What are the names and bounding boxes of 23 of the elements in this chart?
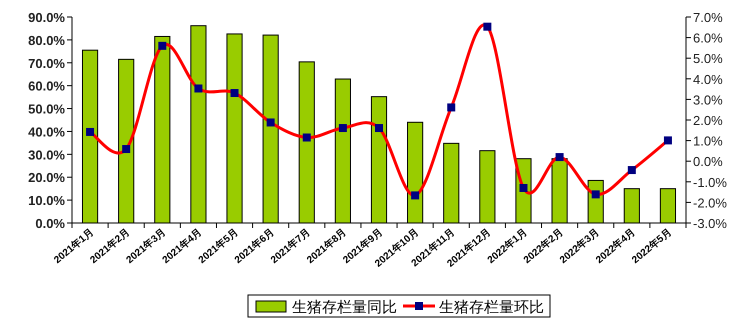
y-tick-label: 80.0%	[28, 32, 66, 48]
y2-tick-label: 2.0%	[693, 113, 724, 128]
y2-tick-label: 7.0%	[693, 10, 724, 25]
y-tick-label: 90.0%	[28, 10, 66, 25]
legend-label: 生猪存栏量同比	[292, 299, 397, 316]
y2-tick-label: 4.0%	[693, 72, 724, 87]
y-tick-label: 30.0%	[28, 147, 66, 162]
y-tick-label: 20.0%	[28, 170, 66, 186]
y2-tick-label: 1.0%	[693, 134, 724, 149]
y-tick-label: 60.0%	[28, 78, 66, 94]
y2-tick-label: 3.0%	[693, 92, 724, 108]
y-tick-label: 50.0%	[28, 102, 66, 117]
y2-tick-label: -1.0%	[693, 174, 728, 190]
y2-tick-label: 0.0%	[693, 154, 724, 170]
y2-tick-label: -3.0%	[693, 216, 728, 231]
y2-tick-label: 5.0%	[693, 51, 724, 66]
legend-label: 生猪存栏量环比	[439, 299, 544, 316]
y-tick-label: 10.0%	[28, 193, 66, 208]
y2-tick-label: -2.0%	[693, 195, 728, 210]
y-tick-label: 40.0%	[28, 124, 66, 140]
y-tick-label: 0.0%	[35, 216, 66, 231]
y-tick-label: 70.0%	[28, 56, 66, 71]
y2-tick-label: 6.0%	[693, 30, 724, 46]
